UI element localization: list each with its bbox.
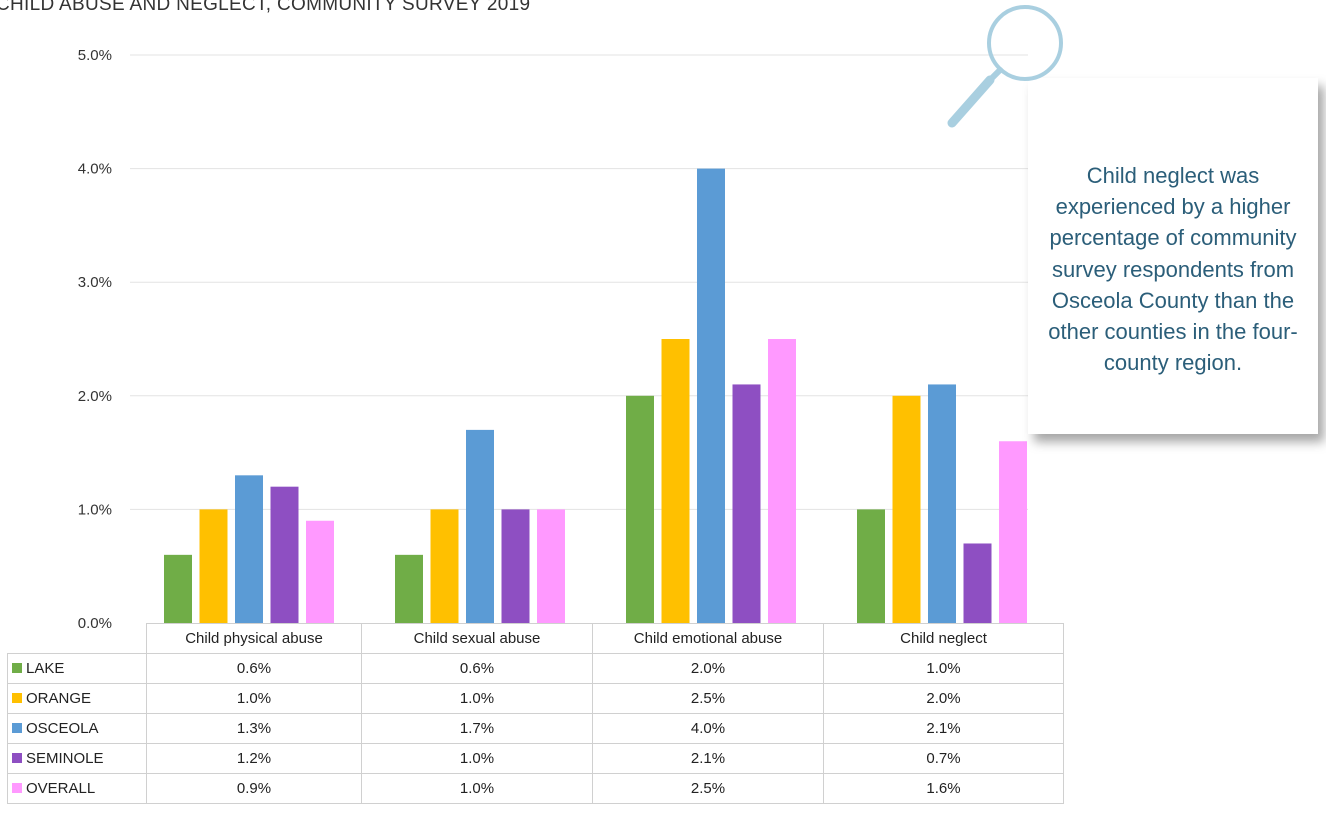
table-cell: 1.6% — [823, 773, 1064, 804]
legend-swatch — [12, 753, 22, 763]
table-cell: 2.1% — [823, 713, 1064, 744]
bar-lake — [857, 509, 885, 623]
table-corner — [7, 623, 147, 654]
series-name: LAKE — [26, 660, 65, 677]
y-axis-ticks: 0.0%1.0%2.0%3.0%4.0%5.0% — [78, 47, 112, 632]
table-cell: 1.7% — [361, 713, 593, 744]
bar-osceola — [697, 168, 725, 623]
chart-title: CHILD ABUSE AND NEGLECT, COMMUNITY SURVE… — [0, 0, 531, 15]
y-tick-label: 5.0% — [78, 47, 112, 64]
table-cell: 1.0% — [361, 773, 593, 804]
table-cell: 4.0% — [592, 713, 824, 744]
table-row: SEMINOLE 1.2% 1.0% 2.1% 0.7% — [7, 743, 1064, 774]
y-tick-label: 1.0% — [78, 501, 112, 518]
series-name: SEMINOLE — [26, 750, 104, 767]
category-label: Child emotional abuse — [592, 623, 824, 654]
table-cell: 1.0% — [146, 683, 362, 714]
legend-swatch — [12, 723, 22, 733]
category-label: Child neglect — [823, 623, 1064, 654]
table-row: OSCEOLA 1.3% 1.7% 4.0% 2.1% — [7, 713, 1064, 744]
category-label: Child sexual abuse — [361, 623, 593, 654]
series-name: OSCEOLA — [26, 720, 99, 737]
legend-swatch — [12, 783, 22, 793]
series-legend: OVERALL — [7, 773, 147, 804]
bar-overall — [768, 339, 796, 623]
bar-seminole — [501, 509, 530, 623]
bar-orange — [892, 395, 921, 623]
bar-orange — [199, 509, 228, 623]
callout-text: Child neglect was experienced by a highe… — [1048, 163, 1298, 376]
table-cell: 2.5% — [592, 683, 824, 714]
table-row: LAKE 0.6% 0.6% 2.0% 1.0% — [7, 653, 1064, 684]
category-label: Child physical abuse — [146, 623, 362, 654]
table-cell: 1.0% — [361, 743, 593, 774]
bar-orange — [661, 339, 690, 623]
table-cell: 0.6% — [146, 653, 362, 684]
table-cell: 2.5% — [592, 773, 824, 804]
series-name: OVERALL — [26, 780, 96, 797]
table-header-row: Child physical abuse Child sexual abuse … — [7, 623, 1064, 654]
table-cell: 1.3% — [146, 713, 362, 744]
bar-osceola — [466, 429, 494, 623]
series-legend: ORANGE — [7, 683, 147, 714]
y-tick-label: 3.0% — [78, 274, 112, 291]
y-tick-label: 2.0% — [78, 388, 112, 405]
table-cell: 1.2% — [146, 743, 362, 774]
bar-lake — [164, 554, 192, 623]
bar-osceola — [235, 475, 263, 623]
series-legend: LAKE — [7, 653, 147, 684]
bar-overall — [537, 509, 565, 623]
series-name: ORANGE — [26, 690, 92, 707]
table-cell: 1.0% — [823, 653, 1064, 684]
bar-lake — [626, 395, 654, 623]
table-cell: 0.6% — [361, 653, 593, 684]
data-table: Child physical abuse Child sexual abuse … — [7, 623, 1064, 804]
bar-seminole — [270, 486, 299, 623]
table-cell: 0.9% — [146, 773, 362, 804]
magnifier-icon — [947, 5, 1063, 128]
series-legend: OSCEOLA — [7, 713, 147, 744]
table-cell: 2.1% — [592, 743, 824, 774]
table-row: OVERALL 0.9% 1.0% 2.5% 1.6% — [7, 773, 1064, 804]
bar-overall — [306, 520, 334, 623]
bars — [164, 168, 1027, 623]
table-cell: 2.0% — [823, 683, 1064, 714]
legend-swatch — [12, 693, 22, 703]
bar-lake — [395, 554, 423, 623]
table-row: ORANGE 1.0% 1.0% 2.5% 2.0% — [7, 683, 1064, 714]
table-cell: 0.7% — [823, 743, 1064, 774]
y-tick-label: 4.0% — [78, 161, 112, 178]
table-cell: 2.0% — [592, 653, 824, 684]
table-cell: 1.0% — [361, 683, 593, 714]
bar-orange — [430, 509, 459, 623]
bar-seminole — [732, 384, 761, 623]
bar-seminole — [963, 543, 992, 623]
series-legend: SEMINOLE — [7, 743, 147, 774]
bar-osceola — [928, 384, 956, 623]
legend-swatch — [12, 663, 22, 673]
callout-box: Child neglect was experienced by a highe… — [1028, 78, 1318, 434]
bar-overall — [999, 441, 1027, 623]
